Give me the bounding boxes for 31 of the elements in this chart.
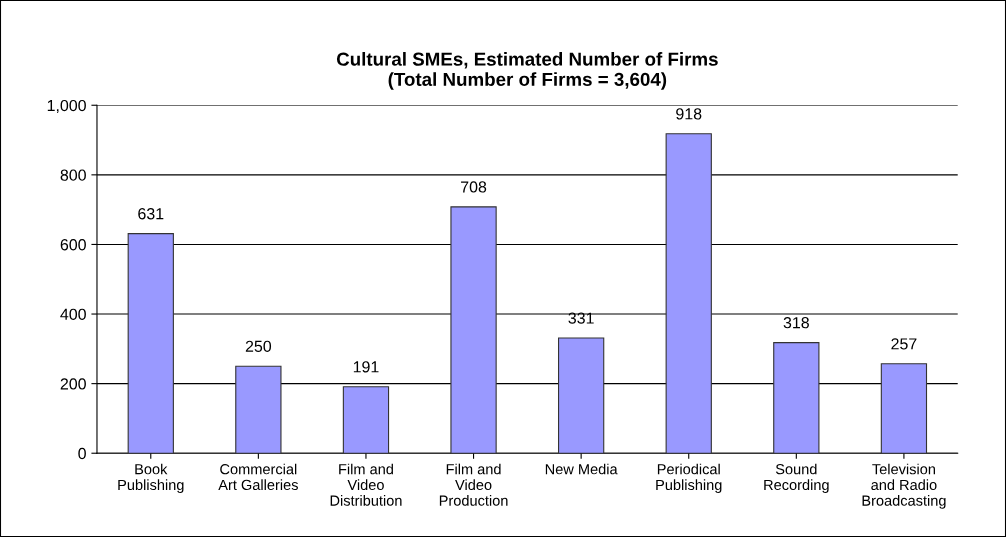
bar (450, 206, 497, 454)
bar (557, 337, 605, 454)
bar (342, 386, 390, 454)
bar (773, 342, 820, 454)
y-tick-label: 800 (60, 169, 86, 181)
data-label: 708 (461, 181, 487, 193)
bar (665, 133, 712, 454)
data-label: 918 (676, 108, 702, 120)
y-tick-label: 0 (78, 447, 86, 460)
x-tick-label: Commercial Art Galleries (218, 463, 298, 491)
chart-title: Cultural SMEs, Estimated Number of Firms (Total Number of Firms = 3,604) (336, 52, 718, 90)
y-tick-label: 600 (60, 239, 86, 251)
x-tick-label: New Media (545, 463, 618, 475)
data-label: 257 (891, 338, 917, 350)
data-label: 250 (245, 340, 272, 352)
x-tick-label: Sound Recording (764, 463, 829, 493)
data-label: 191 (353, 361, 379, 373)
x-tick-label: Book Publishing (118, 463, 184, 493)
x-tick-label: Film and Video Distribution (330, 463, 402, 506)
data-label: 631 (138, 208, 164, 220)
x-tick-label: Periodical Publishing (656, 463, 722, 493)
y-tick-label: 200 (60, 378, 86, 390)
bar (127, 233, 174, 454)
data-label: 318 (783, 316, 809, 329)
x-tick-label: Television and Radio Broadcasting (862, 463, 946, 509)
bar (880, 363, 928, 454)
bar (235, 365, 282, 454)
x-tick-label: Film and Video Production (439, 463, 508, 506)
y-tick-label: 400 (60, 308, 86, 320)
data-label: 331 (568, 312, 594, 324)
y-tick-label: 1,000 (47, 99, 86, 114)
